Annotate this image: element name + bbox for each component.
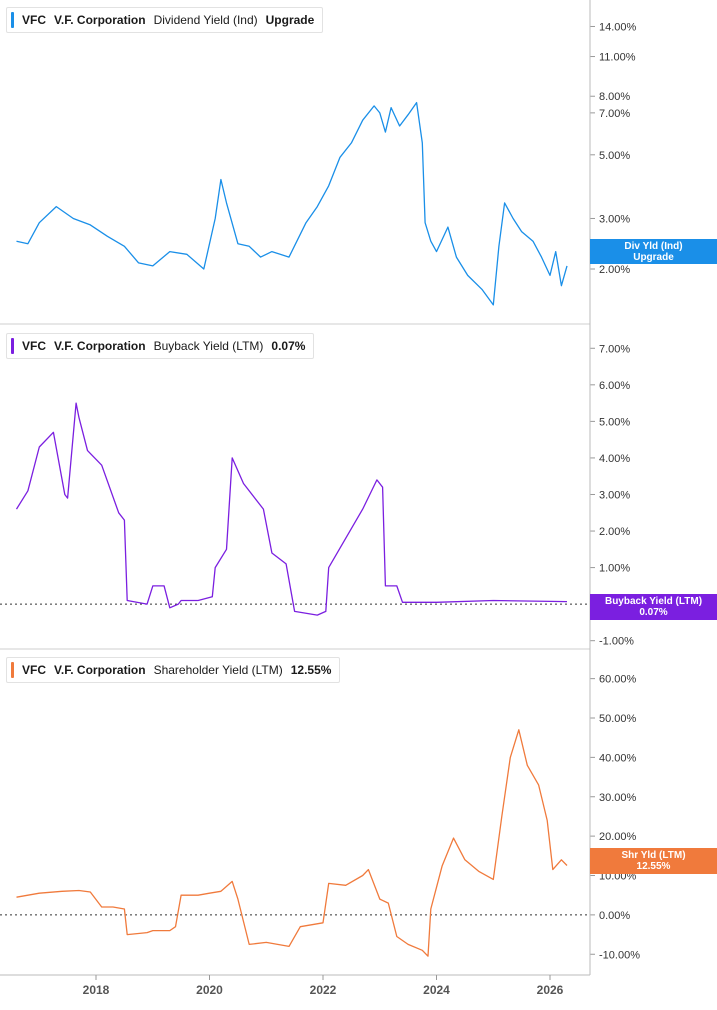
series-line-1[interactable]: [15, 402, 568, 616]
legend-shareholder-yield[interactable]: VFC V.F. Corporation Shareholder Yield (…: [6, 657, 341, 683]
y-tick-label: 50.00%: [599, 713, 637, 725]
y-tick-label: 20.00%: [599, 831, 637, 843]
y-tick-label: 4.00%: [599, 453, 630, 465]
legend-company: V.F. Corporation: [54, 339, 146, 353]
y-tick-label: 3.00%: [599, 489, 630, 501]
x-tick-label: 2026: [537, 983, 564, 997]
legend-value[interactable]: Upgrade: [265, 13, 315, 27]
legend-company: V.F. Corporation: [54, 663, 146, 677]
y-tick-label: 30.00%: [599, 792, 637, 804]
y-tick-label: 6.00%: [599, 380, 630, 392]
y-tick-label: -10.00%: [599, 949, 640, 961]
current-value-flag-buyback: Buyback Yield (LTM) 0.07%: [590, 594, 717, 620]
legend-metric: Buyback Yield (LTM): [153, 339, 264, 353]
legend-buyback-yield[interactable]: VFC V.F. Corporation Buyback Yield (LTM)…: [6, 333, 315, 359]
x-tick-label: 2022: [310, 983, 337, 997]
legend-ticker: VFC: [22, 13, 46, 27]
y-tick-label: 3.00%: [599, 213, 630, 225]
x-tick-label: 2018: [83, 983, 110, 997]
legend-value: 0.07%: [271, 339, 306, 353]
y-tick-label: 7.00%: [599, 108, 630, 120]
legend-ticker: VFC: [22, 663, 46, 677]
y-tick-label: 5.00%: [599, 150, 630, 162]
flag-value: 12.55%: [636, 861, 671, 872]
y-tick-label: 2.00%: [599, 264, 630, 276]
series-color-swatch: [11, 662, 14, 678]
flag-label: Buyback Yield (LTM): [604, 596, 703, 607]
flag-label: Shr Yld (LTM): [621, 850, 686, 861]
y-tick-label: 40.00%: [599, 752, 637, 764]
x-tick-label: 2024: [423, 983, 450, 997]
y-tick-label: 1.00%: [599, 563, 630, 575]
y-tick-label: 2.00%: [599, 526, 630, 538]
y-tick-label: 60.00%: [599, 674, 637, 686]
legend-company: V.F. Corporation: [54, 13, 146, 27]
series-line-0[interactable]: [16, 101, 568, 306]
flag-value[interactable]: Upgrade: [633, 251, 674, 263]
legend-metric: Shareholder Yield (LTM): [153, 663, 283, 677]
series-color-swatch: [11, 338, 14, 354]
y-tick-label: 5.00%: [599, 416, 630, 428]
current-value-flag-shareholder: Shr Yld (LTM) 12.55%: [590, 848, 717, 874]
flag-value: 0.07%: [639, 607, 668, 618]
legend-dividend-yield[interactable]: VFC V.F. Corporation Dividend Yield (Ind…: [6, 7, 324, 33]
series-color-swatch: [11, 12, 14, 28]
y-tick-label: 0.00%: [599, 910, 630, 922]
legend-value: 12.55%: [290, 663, 332, 677]
y-tick-label: 7.00%: [599, 343, 630, 355]
y-tick-label: 14.00%: [599, 21, 637, 33]
y-tick-label: -1.00%: [599, 636, 634, 648]
y-tick-label: 11.00%: [599, 52, 636, 64]
legend-metric: Dividend Yield (Ind): [153, 13, 258, 27]
y-tick-label: 8.00%: [599, 91, 630, 103]
flag-label: Div Yld (Ind): [624, 240, 683, 252]
current-value-flag-dividend: Div Yld (Ind) Upgrade: [590, 239, 717, 264]
legend-ticker: VFC: [22, 339, 46, 353]
series-line-2[interactable]: [16, 729, 568, 957]
x-tick-label: 2020: [196, 983, 223, 997]
